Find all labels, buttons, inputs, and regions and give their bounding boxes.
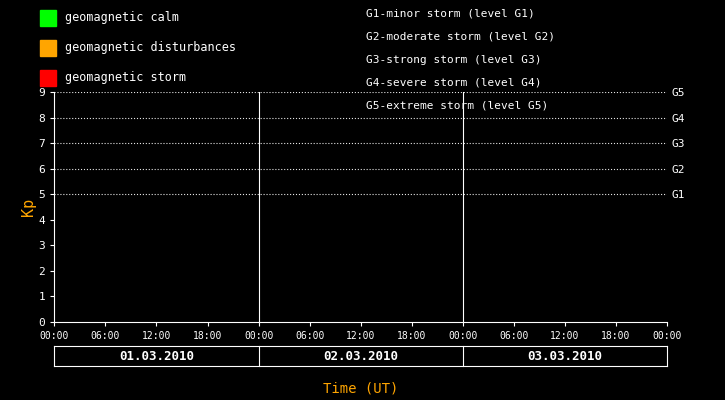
Text: G2-moderate storm (level G2): G2-moderate storm (level G2) <box>366 32 555 42</box>
Y-axis label: Kp: Kp <box>21 198 36 216</box>
Text: 03.03.2010: 03.03.2010 <box>527 350 602 362</box>
Text: geomagnetic calm: geomagnetic calm <box>65 12 178 24</box>
Text: 02.03.2010: 02.03.2010 <box>323 350 398 362</box>
Text: G3-strong storm (level G3): G3-strong storm (level G3) <box>366 55 542 65</box>
Text: G4-severe storm (level G4): G4-severe storm (level G4) <box>366 78 542 88</box>
Text: geomagnetic storm: geomagnetic storm <box>65 72 186 84</box>
Text: G1-minor storm (level G1): G1-minor storm (level G1) <box>366 8 535 18</box>
Text: Time (UT): Time (UT) <box>323 382 398 396</box>
Text: G5-extreme storm (level G5): G5-extreme storm (level G5) <box>366 101 548 111</box>
Text: geomagnetic disturbances: geomagnetic disturbances <box>65 42 236 54</box>
Text: 01.03.2010: 01.03.2010 <box>119 350 194 362</box>
